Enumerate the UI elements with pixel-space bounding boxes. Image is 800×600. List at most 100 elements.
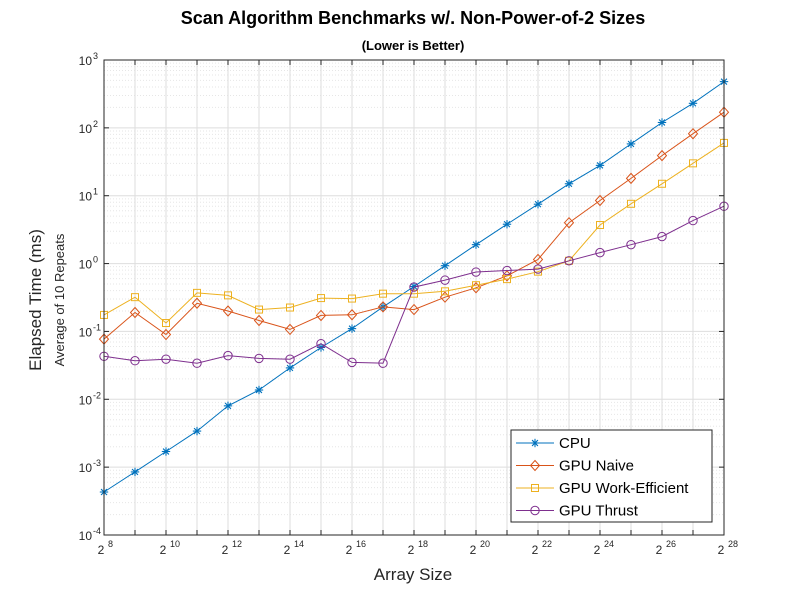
y-tick-label: 10: [79, 190, 93, 204]
y-tick-exponent: -2: [93, 390, 101, 400]
data-point-gpu-naive: [408, 303, 420, 316]
data-point-cpu: [688, 99, 698, 108]
data-point-gpu-naive: [687, 127, 699, 140]
y-tick-label: 10: [79, 393, 93, 407]
data-point-gpu-naive: [656, 149, 668, 162]
data-point-gpu-thrust: [440, 275, 450, 285]
y-axis-label: Elapsed Time (ms): [26, 229, 45, 371]
y-tick-exponent: 3: [93, 51, 98, 61]
y-tick-exponent: 1: [93, 187, 98, 197]
data-point-gpu-naive: [625, 172, 637, 185]
x-tick-label: 2: [222, 543, 229, 557]
y-tick-exponent: -1: [93, 322, 101, 332]
legend-label-gpu-work-efficient: GPU Work-Efficient: [559, 480, 689, 497]
data-point-cpu: [502, 220, 512, 229]
data-point-gpu-thrust: [254, 353, 264, 364]
data-point-gpu-thrust: [285, 354, 295, 364]
data-point-gpu-work-efficient: [503, 275, 511, 284]
data-point-gpu-thrust: [657, 231, 667, 242]
data-point-gpu-naive: [253, 314, 265, 327]
data-point-gpu-thrust: [533, 264, 543, 274]
data-point-gpu-thrust: [471, 267, 481, 277]
data-point-gpu-thrust: [595, 247, 605, 258]
data-point-gpu-work-efficient: [441, 287, 449, 296]
data-point-gpu-naive: [129, 306, 141, 319]
y-tick-label: 10: [79, 54, 93, 68]
x-tick-exponent: 26: [666, 539, 676, 549]
data-point-gpu-work-efficient: [627, 199, 635, 208]
x-tick-label: 2: [656, 543, 663, 557]
legend-label-cpu: CPU: [559, 435, 591, 452]
series-line-gpu-thrust: [103, 205, 725, 364]
y-tick-exponent: -4: [93, 526, 101, 536]
series-line-gpu-naive: [103, 111, 725, 340]
data-point-gpu-naive: [439, 291, 451, 303]
y-tick-label: 10: [79, 258, 93, 272]
x-tick-label: 2: [98, 543, 105, 557]
x-tick-label: 2: [284, 543, 291, 557]
data-point-gpu-work-efficient: [162, 319, 170, 328]
y-tick-label: 10: [79, 529, 93, 543]
data-point-cpu: [533, 199, 543, 209]
x-tick-label: 2: [160, 543, 167, 557]
data-point-gpu-thrust: [161, 354, 171, 364]
series-line-gpu-work-efficient: [103, 142, 725, 324]
data-point-gpu-naive: [160, 328, 172, 341]
data-point-gpu-work-efficient: [565, 256, 573, 265]
data-point-gpu-thrust: [130, 356, 140, 366]
data-point-gpu-work-efficient: [131, 293, 139, 302]
x-tick-exponent: 24: [604, 539, 614, 549]
chart-title: Scan Algorithm Benchmarks w/. Non-Power-…: [181, 8, 645, 28]
data-point-cpu: [471, 240, 481, 249]
data-point-gpu-work-efficient: [658, 179, 666, 188]
x-tick-exponent: 16: [356, 539, 366, 549]
y-axis-sublabel: Average of 10 Repeats: [52, 233, 67, 366]
grid: [103, 59, 725, 536]
data-point-cpu: [347, 324, 357, 333]
y-tick-exponent: 0: [93, 255, 98, 265]
data-point-gpu-thrust: [688, 215, 698, 226]
data-point-gpu-naive: [346, 309, 358, 321]
x-tick-exponent: 20: [480, 539, 490, 549]
x-tick-exponent: 8: [108, 539, 113, 549]
data-point-cpu: [440, 261, 450, 270]
data-point-gpu-work-efficient: [286, 303, 294, 312]
data-point-gpu-work-efficient: [379, 289, 387, 298]
y-tick-exponent: 2: [93, 119, 98, 129]
data-point-gpu-work-efficient: [472, 281, 480, 290]
legend-box: [510, 429, 713, 523]
data-point-gpu-naive: [563, 216, 575, 229]
data-point-gpu-thrust: [316, 338, 326, 349]
data-point-gpu-thrust: [409, 282, 419, 292]
data-point-gpu-naive: [191, 297, 203, 310]
x-tick-label: 2: [718, 543, 725, 557]
data-point-gpu-work-efficient: [348, 294, 356, 303]
data-point-gpu-naive: [501, 270, 513, 282]
x-tick-label: 2: [346, 543, 353, 557]
x-tick-label: 2: [470, 543, 477, 557]
x-tick-exponent: 22: [542, 539, 552, 549]
x-tick-exponent: 14: [294, 539, 304, 549]
y-tick-exponent: -3: [93, 458, 101, 468]
legend: CPU GPU Naive GPU Work-Efficient GPU Thrust: [510, 429, 713, 523]
y-tick-label: 10: [79, 461, 93, 475]
legend-marker-gpu-thrust: [530, 505, 540, 516]
y-tick-label: 10: [79, 325, 93, 339]
x-tick-exponent: 28: [728, 539, 738, 549]
series-gpu-thrust: [99, 201, 729, 368]
y-tick-label: 10: [79, 122, 93, 136]
data-point-gpu-work-efficient: [410, 289, 418, 298]
data-point-gpu-thrust: [564, 256, 574, 266]
data-point-gpu-naive: [315, 309, 327, 322]
legend-label-gpu-thrust: GPU Thrust: [559, 503, 639, 520]
x-axis-ticks: 2 8 2 10 2 12 2 14 2 16 2 18 2 20 2 22 2 24 2 26 2 28: [98, 60, 738, 557]
data-point-gpu-thrust: [223, 350, 233, 361]
data-point-gpu-work-efficient: [193, 288, 201, 297]
data-point-cpu: [626, 139, 636, 149]
x-tick-exponent: 18: [418, 539, 428, 549]
x-tick-label: 2: [532, 543, 539, 557]
x-tick-exponent: 10: [170, 539, 180, 549]
series-cpu: [99, 77, 729, 497]
data-point-cpu: [285, 363, 295, 373]
